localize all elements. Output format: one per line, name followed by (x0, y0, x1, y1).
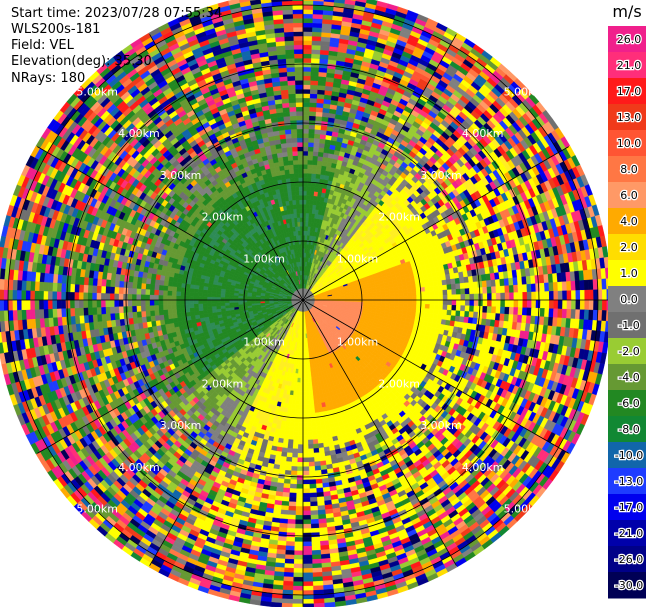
colorbar-block (608, 390, 646, 417)
colorbar-tick-label: 13.0 (617, 111, 642, 124)
colorbar-tick-label: 4.0 (620, 215, 638, 228)
colorbar-tick-label: 10.0 (617, 137, 642, 150)
range-labels: 1.00km 1.00km 1.00km 1.00km 2.00km 2.00km 2.00… (76, 85, 545, 515)
range-label: 1.00km (337, 336, 379, 349)
colorbar-block (608, 572, 646, 599)
nrays-label: NRays: 180 (11, 71, 86, 86)
azimuth-spokes (0, 0, 610, 607)
colorbar-tick-label: -8.0 (618, 423, 639, 436)
colorbar-block (608, 416, 646, 443)
colorbar-tick-label: -13.0 (615, 475, 643, 488)
colorbar-tick-label: -6.0 (618, 397, 639, 410)
range-label: 3.00km (420, 419, 462, 432)
colorbar-block (608, 546, 646, 573)
range-label: 2.00km (202, 377, 244, 390)
range-label: 3.00km (420, 169, 462, 182)
colorbar-block (608, 156, 646, 183)
colorbar-tick-label: -26.0 (615, 553, 643, 566)
colorbar-block (608, 78, 646, 105)
colorbar-tick-label: 6.0 (620, 189, 638, 202)
range-label: 1.00km (243, 252, 285, 265)
azimuth-spoke (37, 146, 304, 301)
azimuth-spoke (37, 299, 304, 454)
colorbar-block (608, 26, 646, 53)
azimuth-spoke (149, 299, 304, 566)
colorbar-block (608, 286, 646, 313)
colorbar-tick-label: -10.0 (615, 449, 643, 462)
colorbar-tick-label: 0.0 (620, 293, 638, 306)
colorbar-block (608, 312, 646, 339)
range-label: 1.00km (337, 252, 379, 265)
range-label: 3.00km (160, 169, 202, 182)
range-label: 2.00km (202, 211, 244, 224)
field-label: Field: VEL (11, 38, 74, 53)
range-label: 4.00km (462, 461, 504, 474)
colorbar-tick-label: 1.0 (620, 267, 638, 280)
colorbar-block (608, 130, 646, 157)
colorbar-block (608, 442, 646, 469)
colorbar-tick-label: 21.0 (617, 59, 642, 72)
start-time-label: Start time: 2023/07/28 07:55:34 (11, 6, 223, 21)
colorbar-tick-label: -21.0 (615, 527, 643, 540)
range-label: 2.00km (378, 377, 420, 390)
velocity-field (0, 0, 612, 607)
colorbar-tick-label: 17.0 (617, 85, 642, 98)
colorbar-tick-label: 2.0 (620, 241, 638, 254)
range-label: 5.00km (504, 85, 546, 98)
colorbar-block (608, 234, 646, 261)
colorbar-block (608, 338, 646, 365)
colorbar-ticks: 26.0 21.0 17.0 13.0 10.0 8.0 6.0 4.0 2.0 1.0 0.0 -1… (614, 32, 645, 594)
azimuth-spoke (302, 299, 457, 566)
range-label: 1.00km (243, 336, 285, 349)
azimuth-spoke (302, 146, 569, 301)
colorbar-tick-label: 8.0 (620, 163, 638, 176)
colorbar-block (608, 208, 646, 235)
azimuth-spoke (302, 299, 569, 454)
elevation-label: Elevation(deg): 35.30 (11, 54, 152, 69)
colorbar-block (608, 52, 646, 79)
colorbar-tick-label: -17.0 (615, 501, 643, 514)
colorbar-block (608, 364, 646, 391)
range-label: 4.00km (118, 461, 160, 474)
range-label: 5.00km (76, 85, 118, 98)
azimuth-spoke (302, 34, 457, 301)
range-label: 3.00km (160, 419, 202, 432)
instrument-label: WLS200s-181 (11, 22, 101, 37)
range-label: 5.00km (76, 503, 118, 516)
range-label: 2.00km (378, 211, 420, 224)
colorbar-tick-label: -1.0 (618, 319, 639, 332)
range-label: 5.00km (504, 503, 546, 516)
colorbar-blocks (608, 26, 646, 599)
colorbar-unit: m/s (612, 2, 641, 21)
colorbar-block (608, 520, 646, 547)
colorbar-block (608, 494, 646, 521)
colorbar-tick-label: 26.0 (617, 33, 642, 46)
colorbar-block (608, 260, 646, 287)
range-label: 4.00km (118, 127, 160, 140)
azimuth-spoke (149, 34, 304, 301)
range-label: 4.00km (462, 127, 504, 140)
colorbar-tick-label: -30.0 (615, 579, 643, 592)
colorbar-tick-label: -4.0 (618, 371, 639, 384)
colorbar-block (608, 104, 646, 131)
colorbar-tick-label: -2.0 (618, 345, 639, 358)
colorbar-block (608, 468, 646, 495)
colorbar-block (608, 182, 646, 209)
